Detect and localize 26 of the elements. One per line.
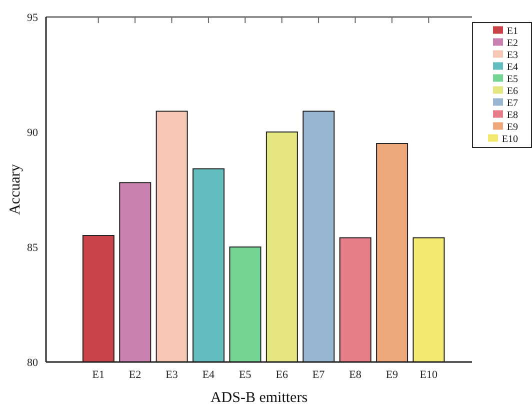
legend-label: E7 xyxy=(506,98,518,109)
x-tick-label: E6 xyxy=(276,368,288,381)
legend-label: E5 xyxy=(506,74,518,85)
x-tick-label: E4 xyxy=(202,368,216,381)
y-axis-title: Accuary xyxy=(7,164,24,215)
y-tick-label: 95 xyxy=(27,12,38,24)
legend-label: E10 xyxy=(502,134,518,145)
x-tick-label: E5 xyxy=(239,368,252,381)
x-tick-label: E1 xyxy=(92,368,104,381)
x-axis-title: ADS-B emitters xyxy=(210,390,308,406)
legend-label: E3 xyxy=(506,50,518,61)
y-tick-label: 90 xyxy=(27,126,38,139)
legend-label: E4 xyxy=(506,62,518,73)
y-tick-label: 85 xyxy=(27,242,38,254)
x-tick-label: E10 xyxy=(420,368,438,381)
legend-label: E1 xyxy=(506,26,518,37)
x-tick-label: E8 xyxy=(349,368,362,381)
x-tick-label: E2 xyxy=(128,368,142,381)
legend-label: E2 xyxy=(506,38,518,49)
legend-label: E6 xyxy=(506,86,518,97)
legend-label: E9 xyxy=(506,122,518,133)
x-tick-label: E9 xyxy=(386,368,399,381)
x-tick-label: E7 xyxy=(312,368,326,381)
y-tick-label: 80 xyxy=(27,356,38,369)
legend-label: E8 xyxy=(506,110,518,121)
x-tick-label: E3 xyxy=(166,368,178,381)
